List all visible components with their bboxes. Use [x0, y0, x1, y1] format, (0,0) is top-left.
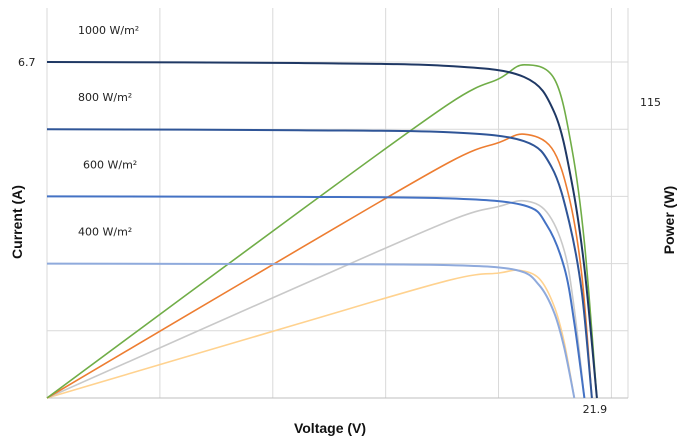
current-curve-800: [46, 128, 593, 399]
power-curve-400: [46, 269, 576, 399]
curves-layer: [46, 61, 598, 399]
y-axis-title-left: Current (A): [9, 185, 25, 259]
irradiance-label: 400 W/m²: [78, 226, 132, 239]
y-right-tick-label: 115: [640, 96, 661, 109]
current-curve-1000: [46, 61, 598, 399]
irradiance-label: 600 W/m²: [83, 158, 137, 171]
power-curve-800: [46, 133, 593, 399]
x-axis-title: Voltage (V): [294, 420, 366, 436]
current-curve-600: [46, 195, 586, 399]
current-curve-400: [46, 262, 576, 399]
irradiance-label: 1000 W/m²: [78, 24, 139, 37]
x-tick-label: 21.9: [583, 403, 608, 416]
y-left-tick-label: 6.7: [18, 56, 36, 69]
labels-layer: 1000 W/m² 800 W/m² 600 W/m² 400 W/m² 6.7 115 2…: [18, 24, 661, 416]
y-axis-title-right: Power (W): [661, 186, 677, 254]
irradiance-label: 800 W/m²: [78, 91, 132, 104]
power-curve-1000: [46, 63, 598, 399]
